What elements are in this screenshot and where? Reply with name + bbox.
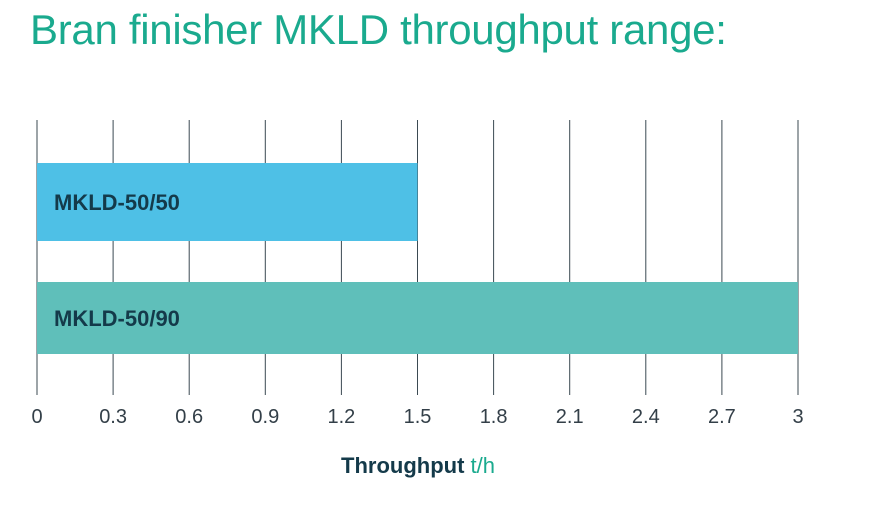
x-tick-label: 0.9 — [251, 406, 279, 428]
x-tick-label: 2.4 — [632, 406, 660, 428]
x-axis-label: Throughput t/h — [0, 453, 836, 479]
x-tick-label: 3 — [792, 406, 803, 428]
x-tick-label: 2.7 — [708, 406, 736, 428]
bar — [37, 163, 418, 241]
x-tick-label: 2.1 — [556, 406, 584, 428]
x-tick-label: 0 — [31, 406, 42, 428]
x-tick-label: 1.5 — [404, 406, 432, 428]
bar — [37, 282, 798, 354]
chart-title: Bran finisher MKLD throughput range: — [30, 6, 727, 53]
x-tick-label: 1.8 — [480, 406, 508, 428]
x-axis-label-unit: t/h — [470, 453, 495, 478]
x-tick-label: 0.6 — [175, 406, 203, 428]
x-tick-label: 1.2 — [327, 406, 355, 428]
x-axis-label-name: Throughput — [341, 453, 465, 478]
x-tick-label: 0.3 — [99, 406, 127, 428]
bar-label: MKLD-50/50 — [54, 190, 180, 215]
bar-label: MKLD-50/90 — [54, 306, 180, 331]
